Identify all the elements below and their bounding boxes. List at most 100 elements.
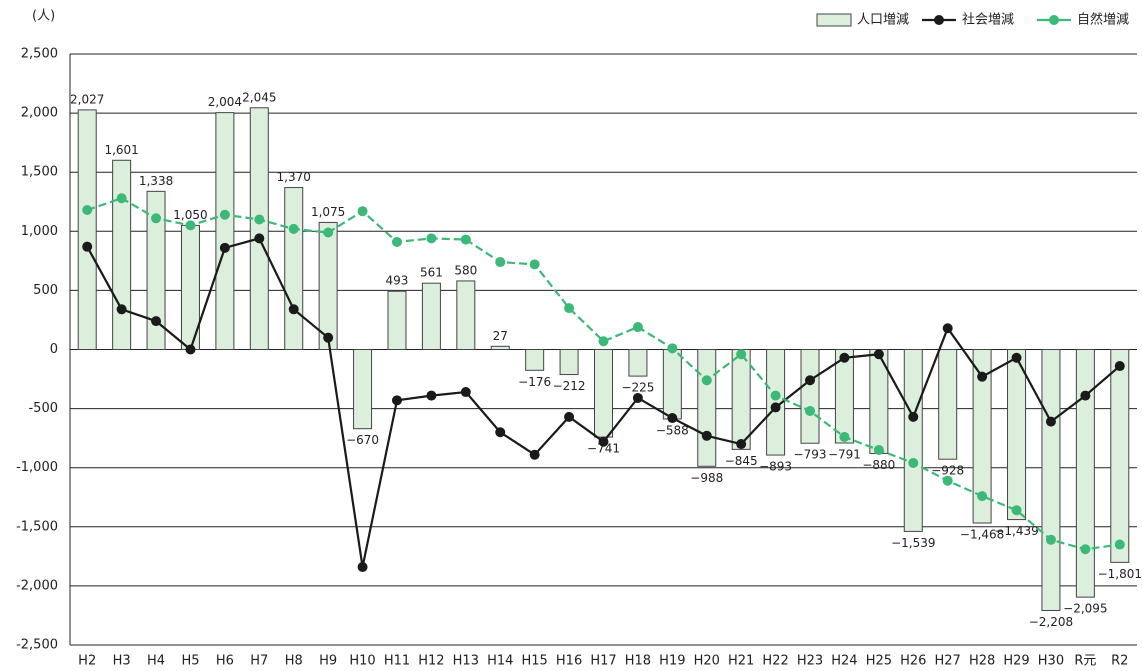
data-label: 493	[386, 274, 409, 288]
point	[323, 227, 334, 238]
y-tick-label: -500	[28, 401, 58, 416]
point	[598, 436, 609, 447]
point	[564, 411, 575, 422]
bar	[697, 349, 717, 467]
x-tick-label: H28	[969, 654, 995, 669]
point	[460, 387, 471, 398]
point	[116, 193, 127, 204]
point	[908, 411, 919, 422]
bar	[938, 349, 958, 460]
x-tick-label: H27	[935, 654, 961, 669]
bar	[249, 107, 269, 350]
point	[151, 213, 162, 224]
x-tick-label: H29	[1003, 654, 1029, 669]
data-label: −2,208	[1029, 615, 1073, 629]
bar	[1007, 349, 1027, 521]
y-unit-label: (人)	[32, 9, 55, 24]
bar	[800, 349, 820, 444]
point	[873, 349, 884, 360]
data-label: −928	[931, 464, 964, 478]
y-tick-label: 2,000	[21, 106, 58, 121]
point	[805, 405, 816, 416]
point	[1080, 544, 1091, 555]
bar	[1110, 349, 1130, 563]
bar	[456, 280, 476, 350]
data-label: 1,338	[139, 174, 173, 188]
point	[495, 427, 506, 438]
data-label: 1,075	[311, 205, 345, 219]
x-tick-label: H26	[900, 654, 926, 669]
data-label: 27	[493, 329, 508, 343]
bar	[1041, 349, 1061, 611]
data-label: 1,601	[104, 143, 138, 157]
y-tick-label: 2,500	[21, 47, 58, 62]
x-tick-label: H18	[625, 654, 651, 669]
point	[736, 439, 747, 450]
data-label: −176	[518, 375, 551, 389]
point	[426, 390, 437, 401]
point	[770, 390, 781, 401]
x-tick-label: H17	[590, 654, 616, 669]
point	[770, 402, 781, 413]
bar	[972, 349, 992, 524]
x-tick-label: H24	[831, 654, 857, 669]
point	[82, 241, 93, 252]
point	[1114, 361, 1125, 372]
bar	[525, 349, 545, 371]
data-label: −988	[690, 471, 723, 485]
y-tick-label: -2,000	[16, 578, 58, 593]
legend-marker	[934, 15, 944, 25]
point	[288, 223, 299, 234]
data-label: 2,004	[208, 95, 242, 109]
point	[1045, 534, 1056, 545]
point	[185, 344, 196, 355]
legend-label: 人口増減	[857, 12, 909, 28]
y-tick-label: 1,500	[21, 165, 58, 180]
x-tick-label: H21	[728, 654, 754, 669]
data-label: −845	[725, 454, 758, 468]
data-label: −741	[587, 442, 620, 456]
x-tick-label: H12	[418, 654, 444, 669]
bar	[834, 349, 854, 444]
x-tick-label: H9	[319, 654, 337, 669]
x-tick-label: H16	[556, 654, 582, 669]
x-tick-label: H15	[521, 654, 547, 669]
bar	[628, 349, 648, 377]
point	[357, 561, 368, 572]
x-tick-label: H14	[487, 654, 513, 669]
point	[839, 431, 850, 442]
data-label: −893	[759, 460, 792, 474]
point	[977, 491, 988, 502]
y-tick-label: -1,000	[16, 460, 58, 475]
x-tick-label: H13	[453, 654, 479, 669]
point	[1114, 539, 1125, 550]
bar	[731, 349, 751, 450]
data-label: −225	[621, 381, 654, 395]
bar	[766, 349, 786, 456]
bar	[284, 187, 304, 350]
data-label: −2,095	[1063, 602, 1107, 616]
data-label: −793	[794, 448, 827, 462]
data-label: 2,045	[242, 90, 276, 104]
bar	[215, 112, 235, 350]
point	[564, 303, 575, 314]
x-tick-label: H4	[147, 654, 165, 669]
x-tick-label: R2	[1111, 654, 1128, 669]
x-tick-label: H6	[216, 654, 234, 669]
bar	[559, 349, 579, 376]
bar	[421, 282, 441, 350]
x-tick-label: H7	[250, 654, 268, 669]
point	[185, 220, 196, 231]
data-label: −212	[553, 379, 586, 393]
point	[323, 332, 334, 343]
bar	[318, 221, 338, 350]
point	[1045, 416, 1056, 427]
point	[495, 257, 506, 268]
data-label: 1,370	[277, 170, 311, 184]
bar	[387, 290, 407, 350]
legend-swatch	[816, 13, 852, 27]
point	[426, 233, 437, 244]
point	[873, 444, 884, 455]
y-tick-label: 0	[50, 342, 58, 357]
y-tick-label: 500	[33, 283, 58, 298]
